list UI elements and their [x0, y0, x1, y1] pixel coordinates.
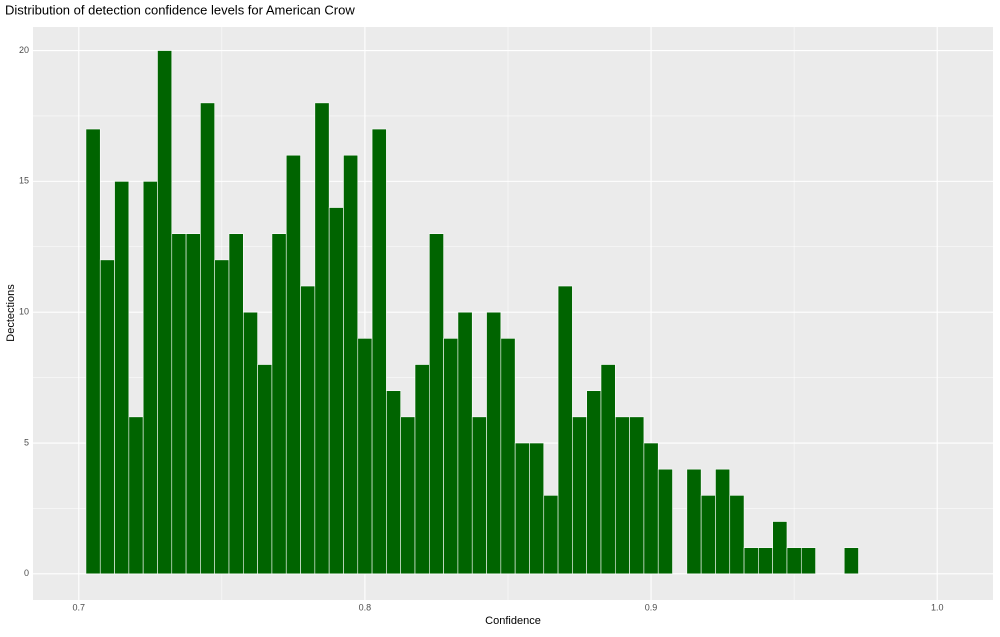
bar	[471, 416, 487, 575]
y-tick-label: 5	[24, 437, 29, 447]
bar	[171, 233, 187, 575]
bar	[414, 364, 430, 575]
bar	[600, 364, 616, 575]
bar	[800, 547, 816, 575]
bar	[114, 181, 130, 575]
bar	[243, 311, 258, 575]
bar	[529, 442, 545, 575]
x-tick-label: 0.9	[645, 602, 658, 612]
bar	[457, 311, 473, 575]
bar	[786, 547, 802, 575]
bar	[729, 495, 745, 575]
bar	[643, 442, 659, 575]
bar	[543, 495, 559, 575]
bar	[285, 154, 301, 575]
bar	[343, 154, 359, 575]
bar	[185, 233, 201, 575]
bar	[257, 364, 273, 575]
bar	[157, 50, 173, 575]
bar	[357, 338, 373, 575]
bar	[386, 390, 401, 575]
bar	[400, 416, 416, 575]
bar	[300, 285, 316, 575]
y-axis-title: Dectections	[5, 284, 17, 342]
x-tick-label: 0.7	[73, 602, 86, 612]
bar	[486, 311, 502, 575]
y-tick-label: 20	[19, 45, 29, 55]
bar	[200, 102, 215, 575]
bar	[371, 128, 387, 575]
bar	[758, 547, 773, 575]
y-tick-label: 0	[24, 568, 29, 578]
bar	[715, 468, 731, 575]
bar	[557, 285, 573, 575]
chart-title: Distribution of detection confidence lev…	[5, 2, 355, 17]
bar	[743, 547, 759, 575]
bar	[772, 521, 788, 575]
bar	[443, 338, 459, 575]
bar	[99, 259, 115, 575]
bar	[85, 128, 101, 575]
bar	[514, 442, 530, 575]
bar	[629, 416, 645, 575]
bar	[328, 207, 344, 575]
y-tick-label: 15	[19, 176, 29, 186]
bar	[586, 390, 602, 575]
x-tick-label: 1.0	[931, 602, 944, 612]
x-tick-label: 0.8	[359, 602, 372, 612]
bar	[271, 233, 287, 575]
bar	[572, 416, 587, 575]
bar	[614, 416, 630, 575]
bar	[686, 468, 702, 575]
bar	[214, 259, 230, 575]
bar	[429, 233, 444, 575]
bar	[228, 233, 244, 575]
bar	[843, 547, 859, 575]
bar	[500, 338, 516, 575]
bar	[128, 416, 144, 575]
bar	[657, 468, 673, 575]
bar	[314, 102, 330, 575]
bar	[142, 181, 158, 575]
x-axis-title: Confidence	[485, 615, 541, 627]
bar	[700, 495, 716, 575]
y-tick-label: 10	[19, 307, 29, 317]
